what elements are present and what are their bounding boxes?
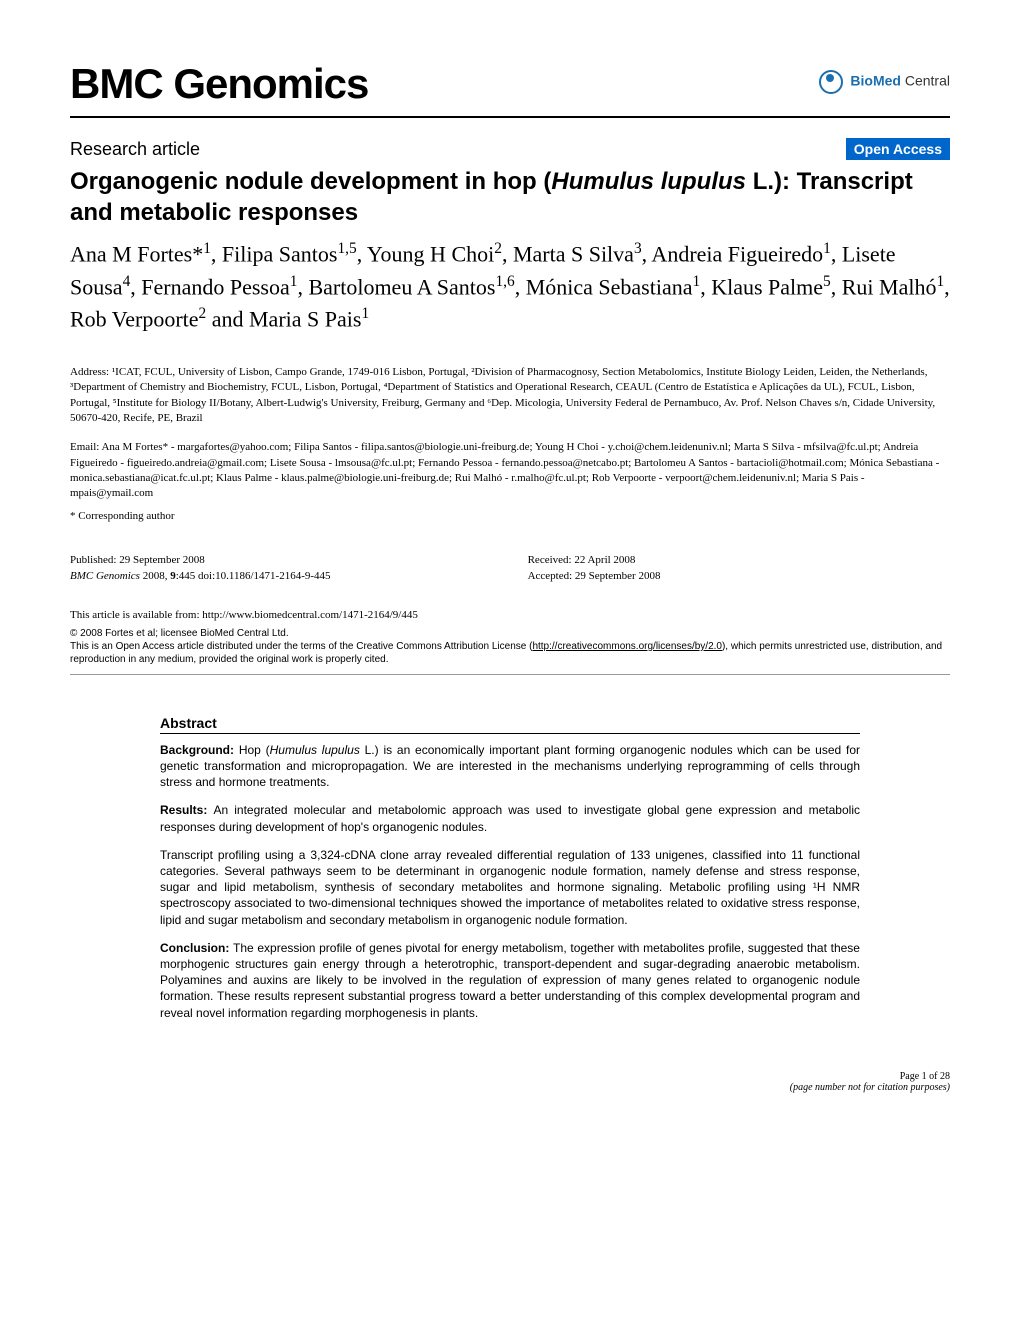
publication-info: Published: 29 September 2008 BMC Genomic…	[70, 552, 950, 597]
publisher-name-1: BioMed	[850, 73, 901, 89]
published-date: Published: 29 September 2008	[70, 552, 528, 569]
article-title: Organogenic nodule development in hop (H…	[70, 166, 950, 228]
publisher-logo: BioMed Central	[819, 70, 950, 94]
background-label: Background:	[160, 743, 239, 757]
results-label: Results:	[160, 803, 213, 817]
citation-year: 2008,	[140, 570, 170, 582]
abstract-heading: Abstract	[160, 715, 860, 734]
author-emails: Email: Ana M Fortes* - margafortes@yahoo…	[70, 440, 950, 502]
abstract-results-body: Transcript profiling using a 3,324-cDNA …	[160, 847, 860, 928]
copyright-line2: This is an Open Access article distribut…	[70, 640, 950, 666]
publication-left-column: Published: 29 September 2008 BMC Genomic…	[70, 552, 528, 597]
journal-name: BMC Genomics	[70, 60, 368, 107]
author-addresses: Address: ¹ICAT, FCUL, University of Lisb…	[70, 365, 950, 427]
abstract-background: Background: Hop (Humulus lupulus L.) is …	[160, 742, 860, 791]
citation-doi: doi:10.1186/1471-2164-9-445	[195, 570, 330, 582]
authors-list: Ana M Fortes*1, Filipa Santos1,5, Young …	[70, 238, 950, 334]
page-number-note: (page number not for citation purposes)	[790, 1082, 950, 1093]
conclusion-label: Conclusion:	[160, 941, 233, 955]
publication-right-column: Received: 22 April 2008 Accepted: 29 Sep…	[528, 552, 950, 597]
corresponding-author-note: * Corresponding author	[70, 510, 950, 522]
open-access-badge: Open Access	[846, 138, 950, 160]
page-footer: Page 1 of 28 (page number not for citati…	[70, 1071, 950, 1093]
copyright-line1: © 2008 Fortes et al; licensee BioMed Cen…	[70, 627, 950, 640]
page-number: Page 1 of 28	[790, 1071, 950, 1082]
received-date: Received: 22 April 2008	[528, 552, 950, 569]
results-intro-text: An integrated molecular and metabolomic …	[160, 803, 860, 833]
page-container: BMC Genomics BioMed Central Research art…	[0, 0, 1020, 1133]
abstract-section: Abstract Background: Hop (Humulus lupulu…	[160, 715, 860, 1021]
conclusion-text: The expression profile of genes pivotal …	[160, 941, 860, 1020]
journal-header: BMC Genomics BioMed Central	[70, 60, 950, 118]
article-type: Research article	[70, 139, 200, 160]
citation-page: :445	[176, 570, 196, 582]
accepted-date: Accepted: 29 September 2008	[528, 568, 950, 585]
publisher-name-2: Central	[901, 73, 950, 89]
citation: BMC Genomics 2008, 9:445 doi:10.1186/147…	[70, 568, 528, 585]
abstract-results-intro: Results: An integrated molecular and met…	[160, 802, 860, 834]
article-type-row: Research article Open Access	[70, 138, 950, 160]
copyright-block: © 2008 Fortes et al; licensee BioMed Cen…	[70, 627, 950, 675]
abstract-conclusion: Conclusion: The expression profile of ge…	[160, 940, 860, 1021]
citation-journal: BMC Genomics	[70, 570, 140, 582]
article-url: This article is available from: http://w…	[70, 609, 950, 621]
biomed-circle-icon	[819, 70, 843, 94]
